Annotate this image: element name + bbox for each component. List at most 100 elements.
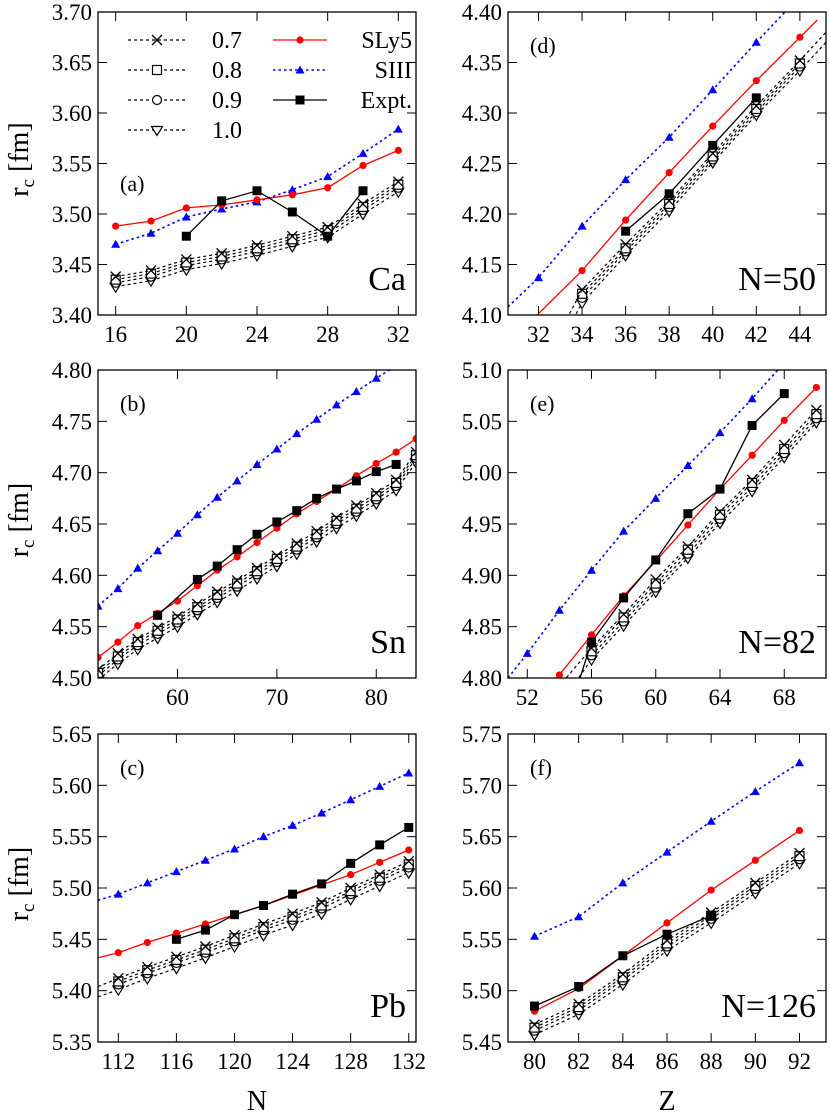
data-point	[750, 100, 762, 112]
data-point	[311, 525, 323, 537]
data-point	[410, 446, 416, 458]
x-tick-label: 64	[709, 685, 733, 710]
data-point	[259, 832, 269, 841]
data-point	[288, 889, 298, 899]
data-point	[288, 191, 296, 199]
panel-label: Ca	[368, 261, 406, 298]
data-point	[200, 925, 210, 935]
data-point	[312, 493, 322, 503]
data-point	[251, 239, 263, 251]
data-point	[172, 610, 183, 622]
data-point	[114, 638, 122, 646]
data-point	[153, 546, 163, 555]
data-point	[619, 526, 629, 535]
legend-item-sly5: SLy5	[273, 28, 412, 54]
panel-tag: (a)	[120, 171, 144, 196]
data-point	[664, 189, 674, 199]
data-point	[287, 234, 298, 245]
data-point	[358, 186, 368, 196]
panel-b: 4.50 4.55 4.60 4.65 4.70 4.75 4.80 60 70 80 (b) Sn r…	[4, 358, 417, 710]
y-tick-label: 4.75	[52, 409, 92, 434]
y-tick-label: 3.60	[52, 101, 92, 126]
data-point	[617, 968, 629, 980]
data-point	[574, 912, 584, 921]
y-tick-label: 4.25	[462, 152, 502, 177]
x-tick-label: 90	[744, 1049, 767, 1074]
data-point	[714, 506, 726, 518]
data-point	[393, 124, 403, 133]
data-point	[323, 172, 333, 181]
series-line	[115, 128, 399, 246]
data-point	[394, 146, 402, 154]
data-point	[146, 228, 156, 237]
data-point	[748, 451, 756, 459]
data-point	[618, 951, 628, 961]
data-point	[312, 414, 322, 423]
legend-item-1-0: 1.0	[128, 118, 242, 144]
series-line	[115, 191, 399, 288]
plot-area	[508, 12, 826, 315]
data-point	[200, 855, 210, 864]
panel-tag: (d)	[530, 33, 556, 58]
x-tick-label: 60	[166, 685, 189, 710]
data-point	[555, 671, 563, 678]
data-point	[587, 631, 596, 639]
panel-label: N=126	[721, 988, 816, 1025]
data-point	[216, 247, 228, 259]
data-point	[707, 886, 715, 894]
data-point	[316, 896, 328, 908]
data-point	[620, 238, 632, 250]
data-point	[371, 467, 381, 477]
x-tick-label: 60	[644, 685, 667, 710]
data-point	[747, 420, 757, 430]
data-point	[170, 951, 182, 963]
x-tick-label: 56	[580, 685, 603, 710]
data-point	[795, 758, 804, 767]
data-point	[143, 938, 151, 947]
legend-marker	[151, 94, 163, 106]
data-point	[780, 416, 788, 424]
y-tick-label: 5.55	[52, 825, 92, 850]
y-tick-label: 4.15	[462, 253, 502, 278]
data-point	[173, 597, 182, 605]
data-point	[212, 589, 223, 600]
plot-frame	[507, 369, 827, 679]
data-point	[171, 867, 181, 876]
x-tick-label: 88	[700, 1049, 723, 1074]
data-point	[253, 538, 261, 547]
data-point	[251, 562, 263, 574]
series-line	[98, 772, 410, 902]
data-point	[529, 1019, 540, 1031]
series-siii	[98, 768, 414, 902]
x-tick-label: 42	[745, 322, 768, 347]
data-point	[375, 781, 385, 790]
legend-label: SIII	[375, 58, 412, 84]
data-point	[200, 944, 211, 955]
data-point	[587, 565, 597, 574]
ticks: 4.50 4.55 4.60 4.65 4.70 4.75 4.80 60 70 80	[52, 358, 416, 710]
plot-area	[98, 370, 416, 678]
y-axis-label: rc [fm]	[4, 122, 39, 197]
data-point	[683, 460, 693, 469]
data-point	[98, 653, 102, 662]
y-tick-label: 5.65	[52, 722, 92, 747]
data-point	[212, 492, 222, 501]
y-tick-label: 4.60	[52, 563, 92, 588]
panel-tag: (c)	[120, 755, 144, 780]
x-tick-label: 124	[275, 1049, 310, 1074]
data-point	[229, 929, 240, 941]
data-point	[332, 400, 341, 409]
y-tick-label: 4.80	[462, 666, 502, 691]
data-point	[112, 972, 124, 984]
data-point	[347, 871, 355, 879]
data-point	[291, 538, 303, 549]
series-0-8	[113, 859, 414, 987]
data-point	[316, 900, 327, 911]
series-line	[565, 409, 817, 678]
data-point	[794, 55, 806, 66]
ticks: 4.80 4.85 4.90 4.95 5.00 5.05 5.10 52 56 60 64 68	[462, 358, 826, 710]
y-tick-label: 5.70	[462, 773, 502, 798]
data-point	[706, 816, 716, 825]
data-point	[795, 826, 804, 835]
